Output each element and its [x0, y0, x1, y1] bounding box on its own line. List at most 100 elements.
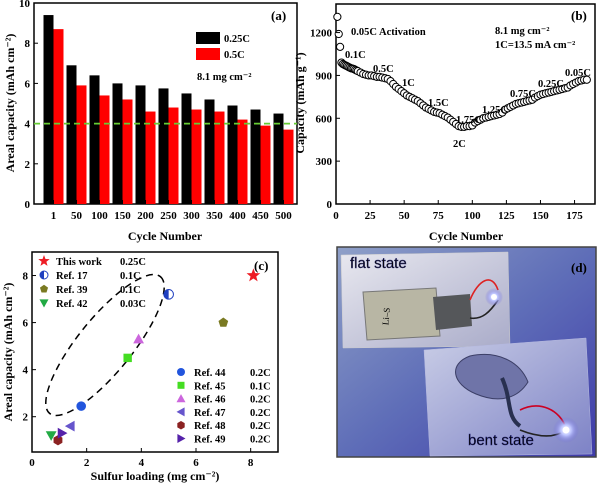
annotation-2c: 2C [453, 139, 466, 150]
panel-c-dashed-ellipse [45, 273, 165, 417]
x-tick-label-400: 400 [229, 210, 246, 222]
legend-marker-6 [176, 394, 186, 403]
legend-rate-3: 0.03C [120, 299, 146, 310]
legend-label-6: Ref. 46 [194, 395, 226, 406]
photo-frame [336, 246, 597, 458]
annotation-0-1c: 0.1C [345, 50, 366, 61]
bar-0.5C-300 [191, 109, 202, 204]
panel-b-scatter-chart: 0 25 50 75 100 125 150 175 0 300 600 900 1200 (b) 0.… [293, 3, 596, 243]
x-tick-label-350: 350 [206, 210, 223, 222]
legend-rate-9: 0.2C [250, 435, 271, 446]
x-tick-label-75: 75 [433, 210, 445, 222]
bar-0.25C-300 [181, 93, 192, 204]
flat-red-wire [469, 279, 499, 301]
bar-0.25C-500 [273, 113, 284, 204]
legend-marker-1 [39, 270, 49, 280]
bent-led [562, 426, 570, 434]
bar-0.25C-400 [227, 105, 238, 204]
y-tick-label-1200: 1200 [310, 28, 333, 40]
y-tick-label-8: 8 [25, 38, 31, 50]
legend-rate-2: 0.1C [120, 285, 141, 296]
annotation-loading: 8.1 mg cm⁻² [495, 26, 549, 37]
point-this-work [246, 268, 261, 282]
point-ref-47 [64, 420, 75, 432]
panel-b-xlabel: Cycle Number [429, 229, 504, 243]
flat-led [491, 294, 497, 300]
legend-label-3: Ref. 42 [56, 299, 88, 310]
bent-pouch-tab [500, 377, 522, 428]
annotation-1-75c: 1.75C [456, 115, 482, 126]
bar-0.25C-350 [204, 99, 215, 204]
bar-0.25C-200 [135, 85, 146, 204]
bar-0.5C-350 [214, 111, 225, 204]
x-tick-label-100: 100 [91, 210, 108, 222]
y-tick-label-300: 300 [316, 156, 333, 168]
y-tick-label-8: 8 [23, 271, 29, 283]
bar-0.5C-250 [168, 107, 179, 204]
legend-label-5: Ref. 45 [194, 381, 226, 392]
bar-0.5C-500 [283, 129, 294, 204]
y-tick-label-10: 10 [19, 0, 31, 10]
legend-rate-1: 0.1C [120, 271, 141, 282]
legend-label-9: Ref. 49 [194, 435, 226, 446]
legend-marker-8 [177, 420, 185, 430]
annotation-current: 1C=13.5 mA cm⁻² [495, 40, 575, 51]
legend-label-0: This work [56, 257, 102, 268]
x-tick-label-25: 25 [365, 210, 377, 222]
annotation-1-25c: 1.25C [482, 105, 508, 116]
legend-label-8: Ref. 48 [194, 421, 226, 432]
bar-0.5C-200 [145, 111, 156, 204]
annotation-0-05c-end: 0.05C [565, 68, 591, 79]
annotation-0-75c: 0.75C [510, 89, 536, 100]
legend-label-1: Ref. 17 [56, 271, 88, 282]
legend-label-4: Ref. 44 [194, 368, 226, 379]
panel-a-label: (a) [271, 8, 286, 23]
x-tick-label-300: 300 [183, 210, 200, 222]
bar-0.25C-100 [89, 75, 100, 204]
x-tick-label-250: 250 [160, 210, 177, 222]
y-tick-label-600: 600 [316, 113, 333, 125]
point-ref-46 [133, 333, 144, 344]
legend-rate-6: 0.2C [250, 395, 271, 406]
point-ref-17-fill [163, 289, 169, 300]
y-tick-label-4: 4 [25, 119, 31, 131]
bar-0.5C-150 [122, 99, 133, 204]
annotation-0-5c: 0.5C [373, 64, 394, 75]
panel-d-photo: Li–S flat state bent state (d) [336, 246, 597, 458]
legend-label-1: 0.5C [224, 50, 245, 61]
annotation-1-5c: 1.5C [428, 98, 449, 109]
flat-pouch-tab [433, 294, 472, 330]
legend-rate-7: 0.2C [250, 408, 271, 419]
legend-marker-1-fill [40, 271, 44, 279]
bar-0.5C-100 [99, 95, 110, 204]
bar-0.5C-1 [53, 29, 64, 204]
y-tick-label-0: 0 [327, 199, 333, 211]
legend-marker-3 [39, 299, 49, 308]
bar-0.25C-150 [112, 83, 123, 204]
x-tick-label-8: 8 [248, 457, 254, 469]
panel-c-frame [31, 251, 279, 453]
legend-swatch-0 [196, 32, 220, 44]
flat-state-label: flat state [350, 255, 407, 272]
x-tick-label-50: 50 [71, 210, 83, 222]
y-tick-label-4: 4 [23, 365, 29, 377]
panel-b-label: (b) [571, 8, 587, 23]
x-tick-label-500: 500 [275, 210, 292, 222]
x-tick-label-6: 6 [193, 457, 199, 469]
data-point-0.05C-2 [335, 42, 345, 51]
legend-marker-5 [177, 381, 185, 389]
y-tick-label-2: 2 [23, 412, 29, 424]
bar-0.5C-450 [260, 125, 271, 204]
y-tick-label-6: 6 [23, 318, 29, 330]
bent-state-label: bent state [468, 432, 534, 449]
x-tick-label-0: 0 [333, 210, 339, 222]
x-tick-label-175: 175 [566, 210, 583, 222]
panel-c-scatter-chart: 0 2 4 6 8 2 4 6 8 This work 0.25C Ref. 17 0.1C Ref. … [1, 251, 279, 483]
legend-rate-4: 0.2C [250, 368, 271, 379]
bar-0.5C-50 [76, 85, 87, 204]
x-tick-label-200: 200 [137, 210, 154, 222]
legend-label-2: Ref. 39 [56, 285, 88, 296]
legend-rate-5: 0.1C [250, 381, 271, 392]
annotation-1c: 1C [402, 78, 415, 89]
